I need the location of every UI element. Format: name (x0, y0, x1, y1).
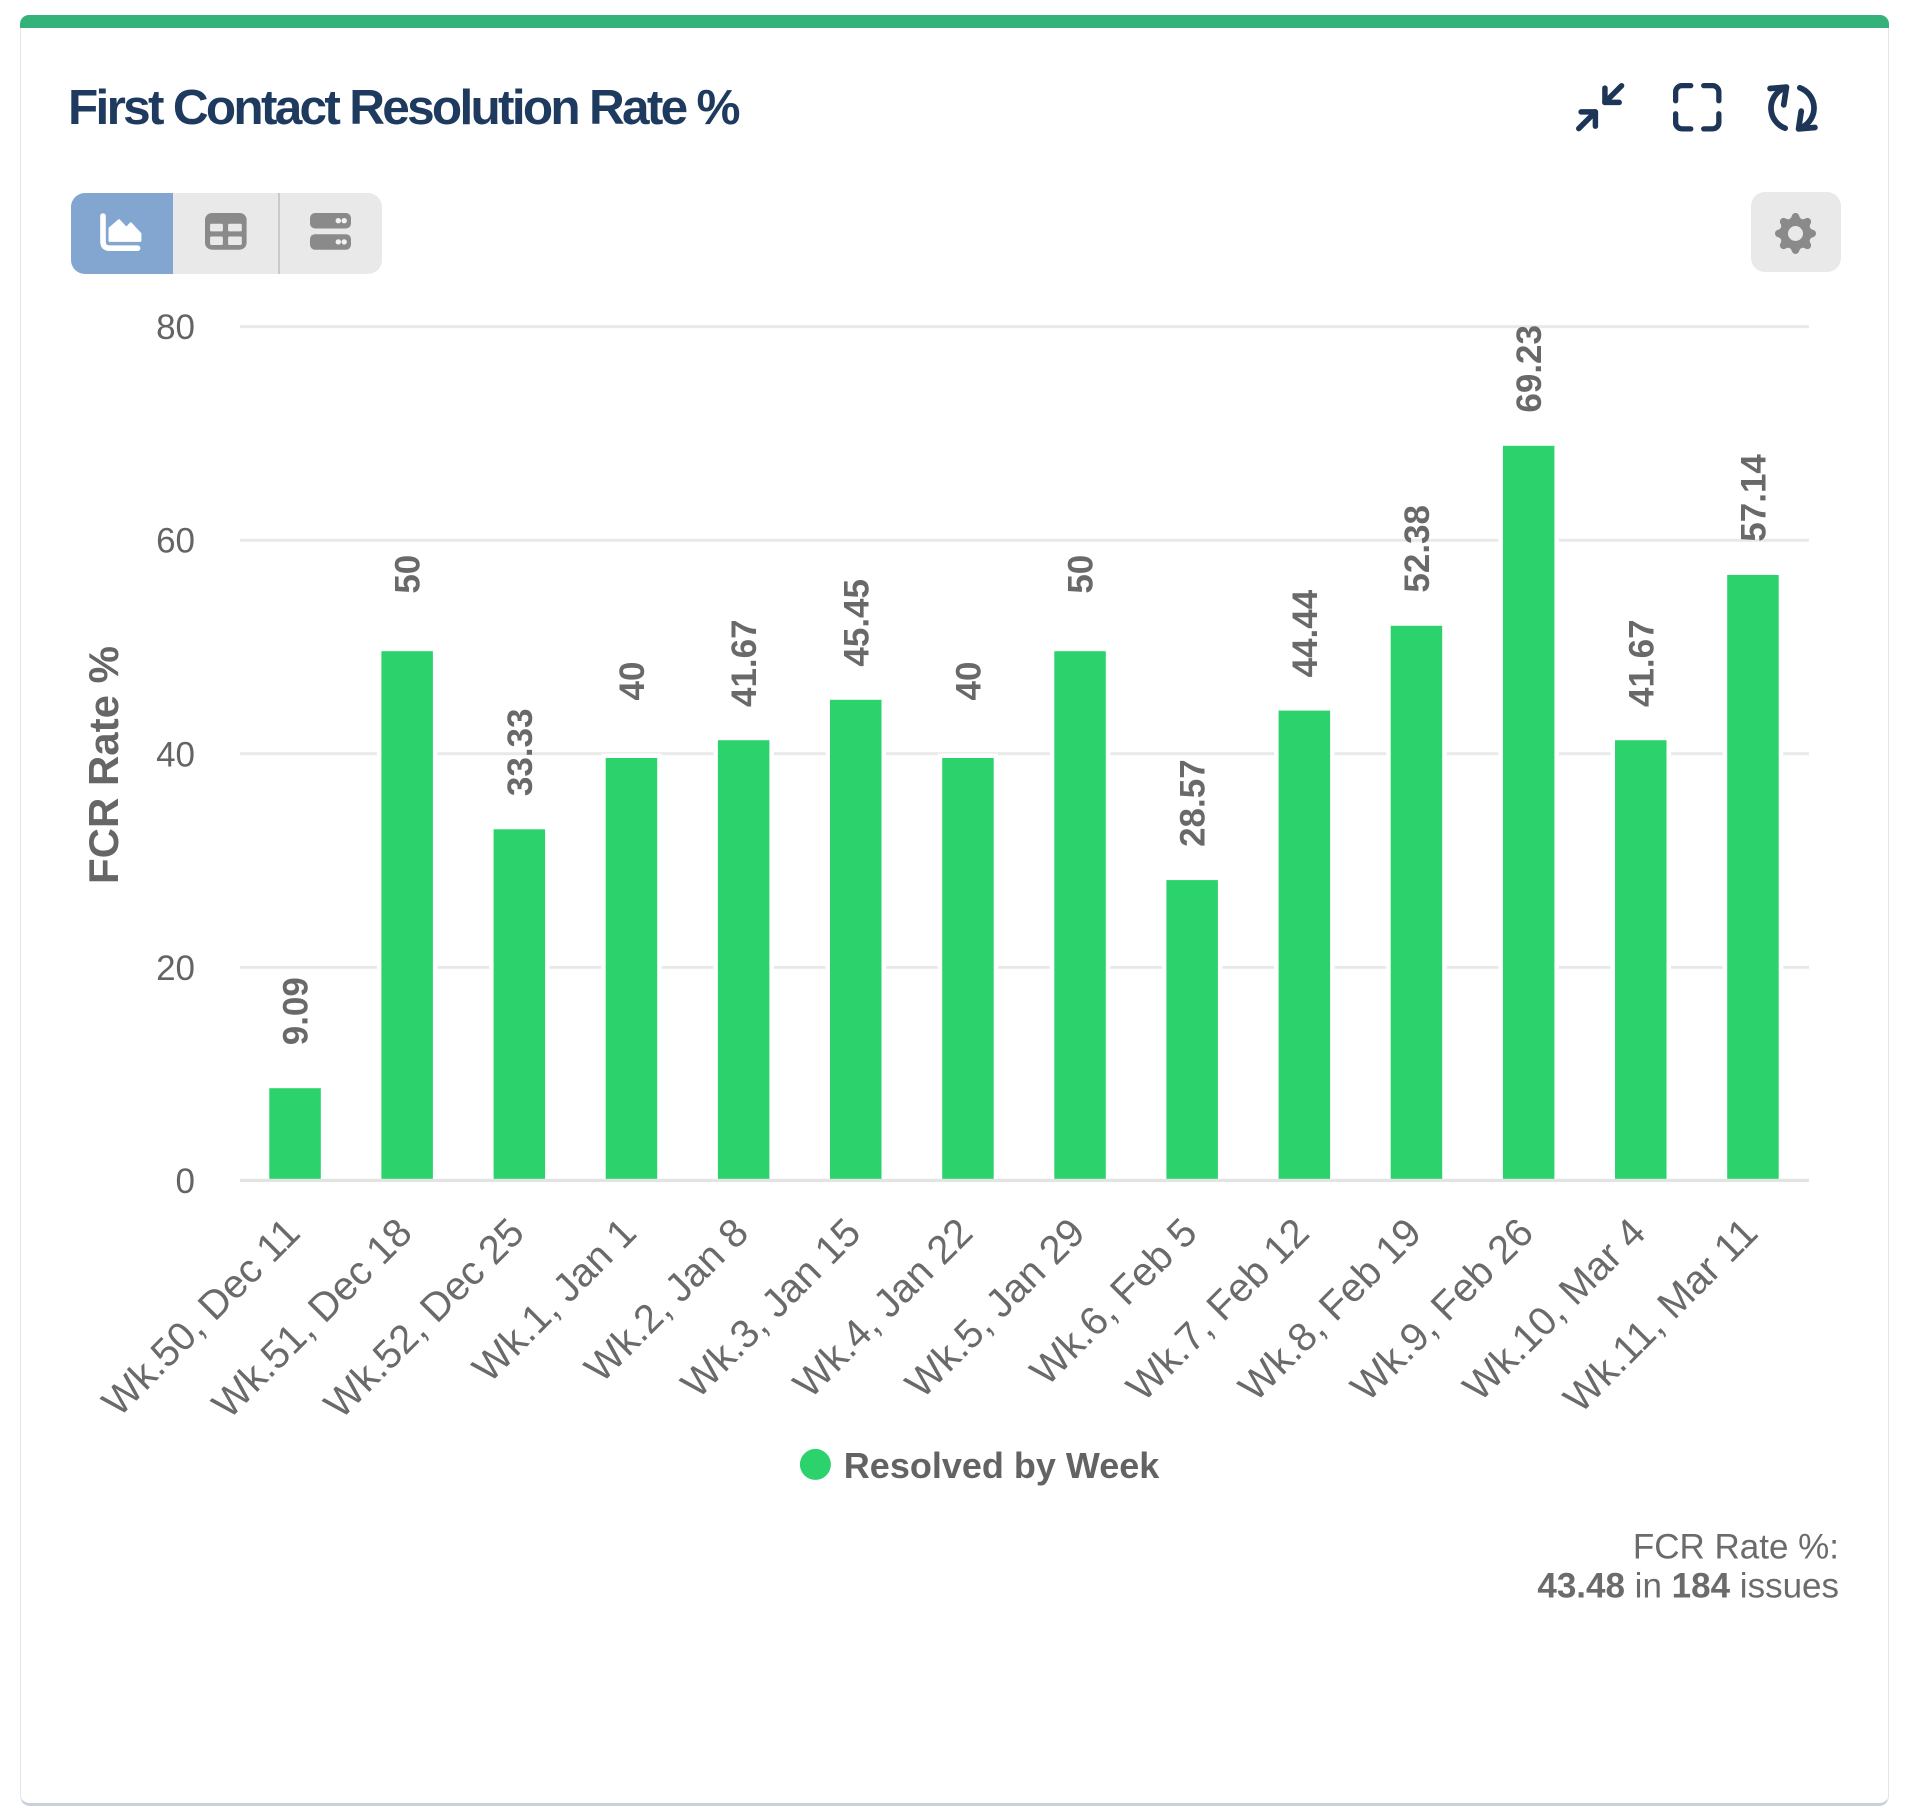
svg-text:0: 0 (176, 1162, 195, 1201)
svg-text:9.09: 9.09 (277, 977, 316, 1045)
svg-text:33.33: 33.33 (501, 709, 540, 797)
svg-text:41.67: 41.67 (725, 619, 764, 707)
svg-text:40: 40 (613, 662, 652, 701)
svg-text:FCR Rate %: FCR Rate % (80, 646, 127, 884)
svg-text:57.14: 57.14 (1734, 454, 1773, 542)
svg-text:45.45: 45.45 (837, 579, 876, 667)
svg-text:41.67: 41.67 (1622, 619, 1661, 707)
svg-text:50: 50 (1062, 555, 1101, 594)
svg-text:Wk.51, Dec 18: Wk.51, Dec 18 (204, 1210, 421, 1427)
svg-text:44.44: 44.44 (1286, 589, 1325, 677)
svg-text:80: 80 (156, 308, 195, 347)
svg-text:60: 60 (156, 522, 195, 561)
svg-text:Wk.11, Mar 11: Wk.11, Mar 11 (1555, 1210, 1766, 1421)
svg-text:43.48 in 184 issues: 43.48 in 184 issues (1537, 1566, 1839, 1605)
svg-text:20: 20 (156, 949, 195, 988)
svg-text:52.38: 52.38 (1398, 505, 1437, 593)
svg-text:28.57: 28.57 (1174, 759, 1213, 847)
svg-text:50: 50 (389, 555, 428, 594)
svg-text:Wk.50, Dec 11: Wk.50, Dec 11 (94, 1210, 309, 1425)
svg-text:40: 40 (156, 735, 195, 774)
svg-text:FCR Rate %:: FCR Rate %: (1633, 1528, 1839, 1567)
svg-text:69.23: 69.23 (1510, 325, 1549, 413)
svg-text:Resolved by Week: Resolved by Week (844, 1445, 1160, 1486)
svg-text:Wk.52, Dec 25: Wk.52, Dec 25 (316, 1210, 533, 1427)
svg-text:40: 40 (949, 662, 988, 701)
